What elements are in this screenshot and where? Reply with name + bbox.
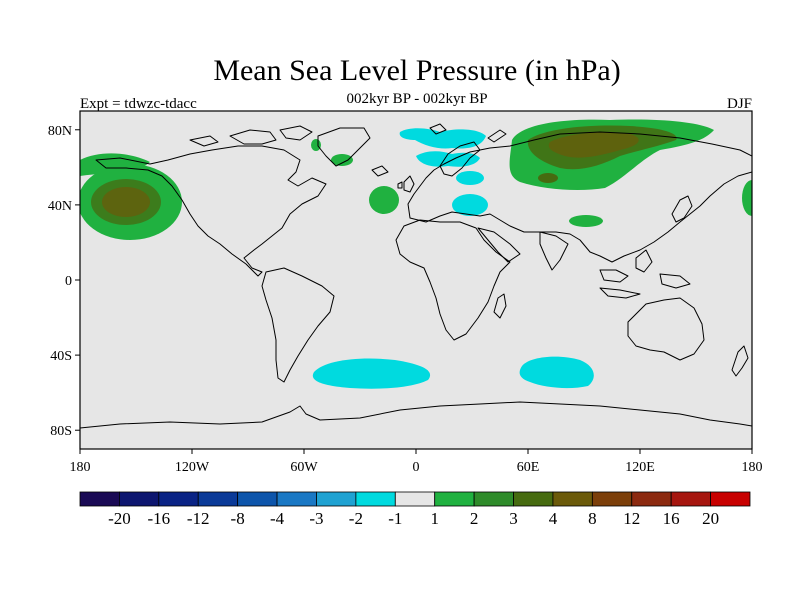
season-label: DJF <box>727 96 752 112</box>
coast-eurasia <box>407 131 752 263</box>
colorbar-swatch <box>119 491 160 507</box>
coast-madagascar <box>493 293 507 319</box>
coast-new-zealand <box>731 345 749 377</box>
colorbar-swatch <box>158 491 199 507</box>
coast-japan <box>671 195 693 223</box>
lat-tick-label: 40N <box>48 199 72 214</box>
lon-tick-label: 180 <box>70 460 91 475</box>
colorbar-label: 16 <box>663 509 680 528</box>
period-label: 002kyr BP - 002kyr BP <box>346 91 487 107</box>
lat-tick-label: 80N <box>48 124 72 139</box>
coastlines <box>80 123 752 429</box>
field-central-asia-2 <box>569 215 603 227</box>
latitude-axis: 80N 40N 0 40S 80S <box>48 124 80 439</box>
coast-arabia <box>477 227 521 263</box>
colorbar-swatch <box>197 491 239 507</box>
field-mediterranean-neg <box>452 194 488 216</box>
lat-tick-label: 80S <box>50 424 72 439</box>
field-arctic-canada-2 <box>311 139 321 151</box>
colorbar-label: -2 <box>349 509 363 528</box>
colorbar-swatch <box>710 491 751 507</box>
colorbar-label: 1 <box>430 509 439 528</box>
colorbar-swatch <box>237 491 278 507</box>
coast-scandinavia <box>439 141 481 177</box>
colorbar-swatch <box>591 491 633 507</box>
coast-arctic-islands <box>189 125 313 147</box>
field-north-pacific-4 <box>102 187 150 217</box>
field-baltic-neg <box>456 171 484 185</box>
coast-greenland <box>317 127 371 167</box>
lon-tick-label: 180 <box>742 460 763 475</box>
colorbar-label: 2 <box>470 509 479 528</box>
colorbar-label: 20 <box>702 509 719 528</box>
coast-se-asia <box>599 249 691 299</box>
colorbar-label: -16 <box>147 509 170 528</box>
lon-tick-label: 0 <box>413 460 420 475</box>
field-alaska-2 <box>80 153 150 176</box>
colorbar-label: -8 <box>231 509 245 528</box>
lon-tick-label: 60E <box>517 460 540 475</box>
lat-tick-label: 40S <box>50 349 72 364</box>
colorbar-swatch <box>473 491 514 507</box>
colorbar-swatch <box>434 491 475 507</box>
colorbar-swatch <box>631 491 672 507</box>
colorbar-label: 4 <box>549 509 558 528</box>
colorbar-swatch <box>355 491 396 507</box>
coast-north-america <box>95 145 327 277</box>
colorbar-swatch <box>276 491 317 507</box>
coast-british-isles <box>397 175 415 193</box>
colorbar-label: -20 <box>108 509 131 528</box>
colorbar-label: -1 <box>388 509 402 528</box>
coast-svalbard <box>429 123 447 135</box>
longitude-axis: 180 120W 60W 0 60E 120E 180 <box>70 449 763 475</box>
coast-india <box>539 231 569 271</box>
field-eurasia-4 <box>548 132 639 158</box>
field-south-atlantic-neg <box>312 358 431 389</box>
colorbar-swatch <box>394 491 436 507</box>
map-background <box>80 111 752 449</box>
chart-title: Mean Sea Level Pressure (in hPa) <box>213 54 620 87</box>
coast-novaya-zemlya <box>487 129 507 143</box>
coast-antarctica <box>80 401 752 429</box>
colorbar-label: -3 <box>309 509 323 528</box>
colorbar-label: 3 <box>509 509 518 528</box>
colorbar-swatch <box>552 491 593 507</box>
coast-africa <box>395 219 511 341</box>
experiment-label: Expt = tdwzc-tdacc <box>80 96 197 112</box>
colorbar-label: 8 <box>588 509 597 528</box>
map-panel <box>80 111 752 449</box>
coast-australia <box>627 297 705 361</box>
colorbar-label: 12 <box>623 509 640 528</box>
colorbar-swatch <box>79 491 120 507</box>
field-arctic-svalbard-neg <box>399 128 486 149</box>
lon-tick-label: 120W <box>175 460 210 475</box>
colorbar-label: -4 <box>270 509 285 528</box>
colorbar-swatch <box>670 491 711 507</box>
field-south-indian-neg <box>519 356 594 389</box>
field-greenland-2 <box>331 154 353 166</box>
colorbar-swatch <box>513 491 554 507</box>
lon-tick-label: 120E <box>625 460 655 475</box>
field-dateline-east-2 <box>742 180 752 216</box>
field-siberia-3 <box>538 173 558 183</box>
field-north-atlantic-2 <box>369 186 399 214</box>
colorbar-swatch <box>316 491 357 507</box>
coast-south-america <box>261 267 335 383</box>
colorbar-label: -12 <box>187 509 210 528</box>
lon-tick-label: 60W <box>290 460 318 475</box>
colorbar: -20 -16 -12 -8 -4 -3 -2 -1 1 2 3 4 8 12 16 20 <box>79 491 751 528</box>
coast-iceland <box>371 165 389 177</box>
lat-tick-label: 0 <box>65 274 72 289</box>
anomaly-fields <box>80 119 752 389</box>
